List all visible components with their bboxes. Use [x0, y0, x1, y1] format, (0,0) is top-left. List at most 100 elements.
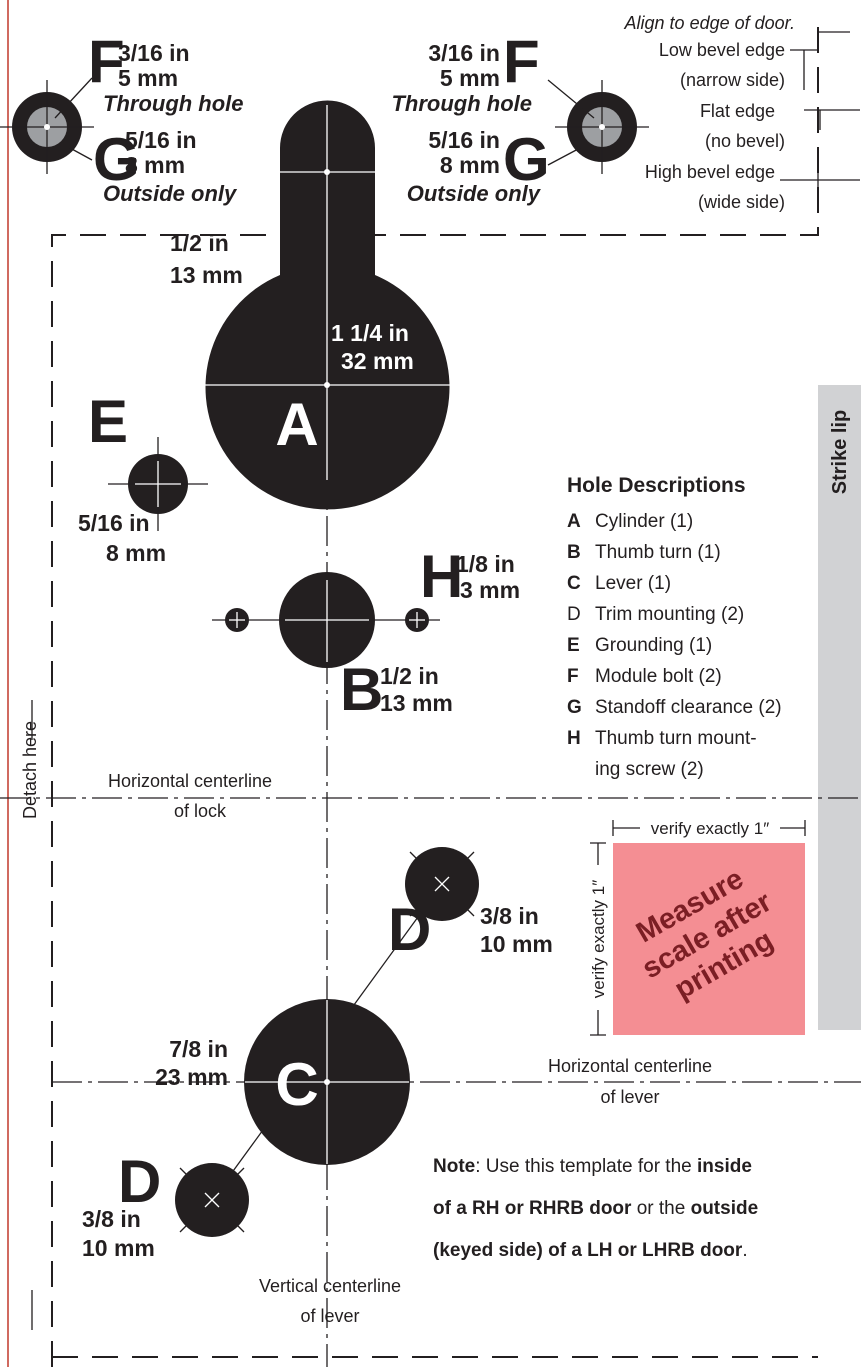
centerline-label: Horizontal centerline — [548, 1056, 712, 1076]
centerline-label: Vertical centerline — [259, 1276, 401, 1296]
legend-item: High bevel edge — [645, 162, 775, 182]
desc-letter: B — [567, 542, 581, 563]
module-hole-right — [547, 79, 649, 174]
dim-mm: 13 mm — [170, 262, 243, 288]
legend-item: Flat edge — [700, 101, 775, 121]
letter: B — [340, 656, 383, 723]
note-seg: : Use this template for the — [475, 1156, 697, 1177]
scale-square — [613, 843, 805, 1035]
desc-text: Thumb turn mount- — [595, 728, 757, 749]
dim-in: 3/8 in — [480, 903, 539, 929]
centerline-label: of lever — [600, 1087, 659, 1107]
shape — [434, 876, 450, 892]
module-hole-left — [0, 77, 94, 174]
strike-lip — [818, 385, 861, 1030]
dim-in: 3/16 in — [428, 40, 500, 66]
dim-mm: 8 mm — [440, 152, 500, 178]
dim-in: 5/16 in — [125, 127, 197, 153]
cut-border — [51, 18, 819, 1367]
dim-in: 7/8 in — [169, 1036, 228, 1062]
note-seg: . — [742, 1240, 747, 1261]
note-seg: (keyed side) of a LH or LHRB door — [433, 1240, 743, 1261]
letter: G — [503, 126, 550, 193]
note: Outside only — [407, 181, 542, 206]
note: Outside only — [103, 181, 238, 206]
desc-letter: C — [567, 573, 581, 594]
scale-arrow — [612, 820, 806, 836]
desc-letter: D — [567, 604, 581, 625]
dim-in: 1 1/4 in — [331, 320, 409, 346]
dim-mm: 10 mm — [480, 931, 553, 957]
desc-text: Thumb turn (1) — [595, 542, 721, 563]
letter: E — [88, 388, 128, 455]
shape — [324, 382, 330, 388]
dim-in: 5/16 in — [78, 510, 150, 536]
verify-label: verify exactly 1″ — [589, 880, 608, 998]
desc-letter: H — [567, 728, 581, 749]
desc-letter: E — [567, 635, 580, 656]
shape — [790, 31, 850, 51]
note-seg: Note — [433, 1156, 475, 1177]
edge-legend-lines — [780, 31, 860, 200]
note: Through hole — [391, 91, 532, 116]
verify-label: verify exactly 1″ — [651, 819, 769, 838]
shape — [204, 1192, 220, 1208]
hole-c-d — [175, 847, 479, 1237]
dim-in: 1/2 in — [380, 663, 439, 689]
shape — [803, 50, 860, 111]
note-seg: of a RH or RHRB door — [433, 1198, 632, 1219]
note-seg: outside — [691, 1198, 759, 1219]
shape — [324, 169, 330, 175]
desc-text: Cylinder (1) — [595, 511, 693, 532]
desc-text: Module bolt (2) — [595, 666, 722, 687]
strike-lip-label: Strike lip — [829, 410, 851, 494]
shape — [44, 124, 50, 130]
dim-mm: 8 mm — [125, 152, 185, 178]
desc-text: Lever (1) — [595, 573, 671, 594]
note-seg: or the — [631, 1198, 690, 1219]
shape — [69, 147, 93, 161]
letter: D — [388, 896, 431, 963]
dim-in: 1/8 in — [456, 551, 515, 577]
letter: A — [275, 391, 318, 458]
dim-in: 3/16 in — [118, 40, 190, 66]
desc-text: Trim mounting (2) — [595, 604, 744, 625]
dim-mm: 13 mm — [380, 690, 453, 716]
shape — [547, 147, 581, 166]
scale-arrow — [590, 842, 606, 1036]
descriptions: A Cylinder (1)B Thumb turn (1)C Lever (1)D T… — [567, 511, 782, 780]
desc-text: Standoff clearance (2) — [595, 697, 782, 718]
letter: C — [275, 1051, 318, 1118]
shape — [780, 150, 860, 200]
hole-b — [212, 572, 440, 668]
letter: H — [420, 543, 463, 610]
dim-in: 5/16 in — [428, 127, 500, 153]
legend-item: (narrow side) — [680, 70, 785, 90]
desc-letter: A — [567, 511, 581, 532]
legend-item: Low bevel edge — [659, 40, 785, 60]
centerline-label: Horizontal centerline — [108, 771, 272, 791]
shape — [547, 79, 595, 119]
letter: F — [88, 28, 125, 95]
hole-e — [108, 437, 208, 531]
desc-letter: F — [567, 666, 579, 687]
dim-mm: 3 mm — [460, 577, 520, 603]
desc-text: Grounding (1) — [595, 635, 712, 656]
legend-title: Align to edge of door. — [624, 13, 795, 33]
note-line: Note: Use this template for the inside — [433, 1156, 752, 1177]
desc-text: ing screw (2) — [595, 759, 704, 780]
dim-mm: 23 mm — [155, 1064, 228, 1090]
dim-in: 1/2 in — [170, 230, 229, 256]
letter: D — [118, 1148, 161, 1215]
note: Through hole — [103, 91, 244, 116]
dim-mm: 8 mm — [106, 540, 166, 566]
dim-in: 3/8 in — [82, 1206, 141, 1232]
legend-item: (no bevel) — [705, 131, 785, 151]
desc-letter: G — [567, 697, 582, 718]
letter: F — [503, 28, 540, 95]
shape — [599, 124, 605, 130]
detach-label: Detach here — [20, 721, 40, 819]
dim-mm: 10 mm — [82, 1235, 155, 1261]
dim-mm: 32 mm — [341, 348, 414, 374]
